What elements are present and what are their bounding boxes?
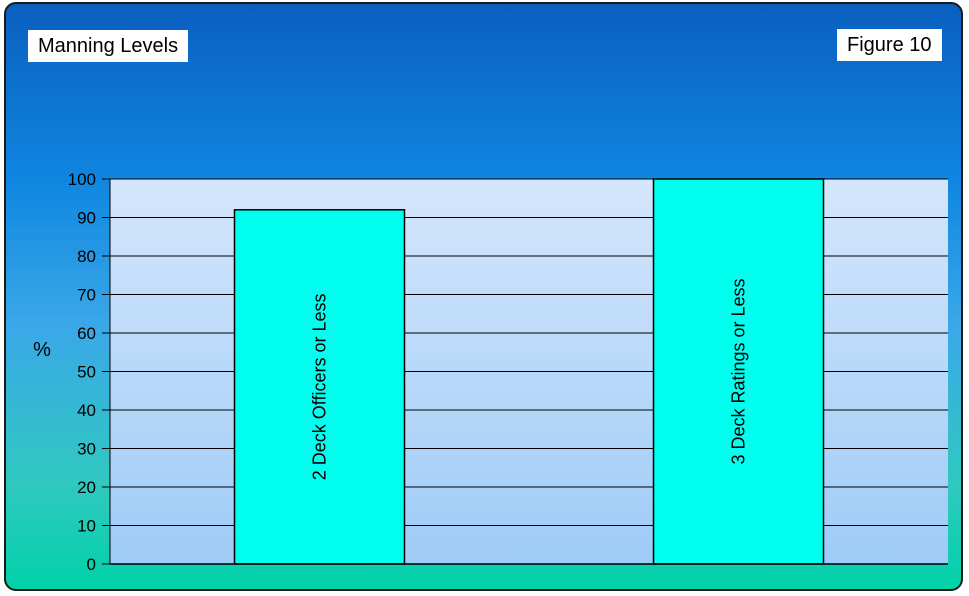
figure-label: Figure 10 <box>837 29 942 61</box>
bar <box>233 209 406 565</box>
bar-category-label: 2 Deck Officers or Less <box>310 294 330 481</box>
y-tick-label: 40 <box>77 401 96 420</box>
y-axis-ticks: 0 10 20 30 40 50 60 70 80 90 100 <box>68 170 96 574</box>
chart-title: Manning Levels <box>28 30 189 62</box>
y-tick-label: 70 <box>77 286 96 305</box>
y-tick-label: 90 <box>77 209 96 228</box>
y-tick-label: 0 <box>87 555 96 574</box>
y-tick-label: 60 <box>77 324 96 343</box>
y-tick-label: 100 <box>68 170 96 189</box>
y-tick-label: 80 <box>77 247 96 266</box>
bar-category-label: 3 Deck Ratings or Less <box>729 278 749 464</box>
y-tick-label: 10 <box>77 517 96 536</box>
y-tick-label: 30 <box>77 440 96 459</box>
y-tick-label: 20 <box>77 478 96 497</box>
y-axis-title: % <box>33 339 51 361</box>
y-tick-label: 50 <box>77 363 96 382</box>
